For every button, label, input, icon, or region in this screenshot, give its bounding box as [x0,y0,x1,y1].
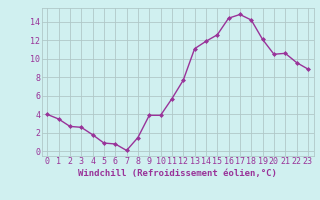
X-axis label: Windchill (Refroidissement éolien,°C): Windchill (Refroidissement éolien,°C) [78,169,277,178]
